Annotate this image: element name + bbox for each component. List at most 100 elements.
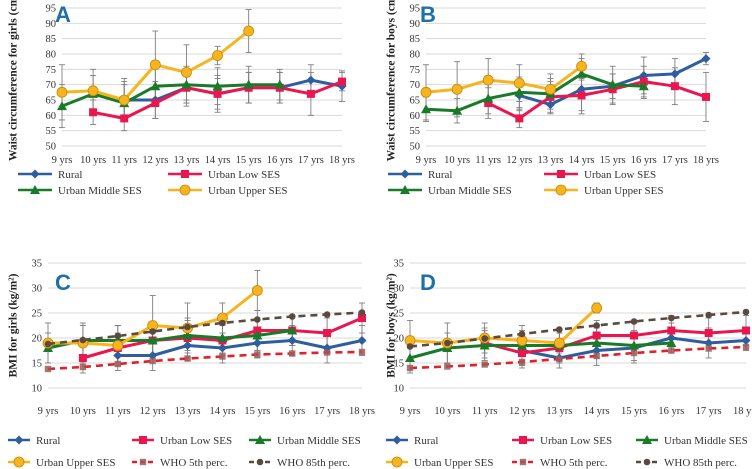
x-tick-label: 13 yrs — [175, 406, 201, 417]
x-tick-label: 15 yrs — [236, 155, 262, 166]
data-point-rural — [148, 351, 158, 360]
legend: Rural Urban Low SES Urban Middle SES Urban … — [18, 169, 287, 197]
data-point-who85 — [219, 319, 226, 327]
data-point-middle — [405, 353, 415, 362]
legend-label-upper: Urban Upper SES — [208, 185, 287, 197]
series-line-low — [484, 329, 747, 355]
legend-label-low: Urban Low SES — [208, 169, 280, 181]
data-point-rural — [217, 343, 227, 353]
data-point-who85 — [705, 311, 712, 319]
x-tick-label: 14 yrs — [584, 406, 610, 417]
data-point-who5 — [358, 348, 366, 356]
data-point-low — [702, 92, 710, 101]
x-tick-label: 9 yrs — [38, 406, 59, 417]
y-tick-label: 10 — [394, 384, 405, 395]
data-point-middle — [287, 325, 298, 335]
x-tick-label: 10 yrs — [444, 155, 470, 166]
data-point-middle — [57, 101, 67, 111]
y-tick-label: 20 — [394, 334, 405, 345]
data-point-who85 — [184, 323, 191, 331]
y-tick-label: 75 — [46, 65, 57, 76]
panel-a: 50 55 60 65 70 75 80 85 90 95 9 yrs 10 yrs 11 yrs 12 … — [8, 0, 355, 197]
data-point-middle — [217, 333, 228, 342]
data-point-who5 — [630, 349, 638, 357]
data-point-middle — [629, 340, 639, 350]
y-tick-label: 20 — [32, 334, 43, 345]
data-point-low — [592, 331, 601, 340]
legend-marker-middle — [255, 435, 265, 444]
data-point-low — [151, 99, 160, 108]
data-point-middle — [576, 68, 587, 78]
legend: Rural Urban Low SES Urban Middle SES Urban … — [8, 435, 361, 469]
data-point-who85 — [630, 318, 638, 325]
data-point-middle — [591, 338, 602, 347]
data-point-who85 — [668, 314, 675, 322]
data-point-upper — [118, 94, 130, 106]
data-point-middle — [483, 93, 494, 103]
data-point-upper — [482, 74, 494, 86]
legend-label-rural: Rural — [428, 169, 452, 181]
data-point-middle — [421, 104, 431, 114]
legend-label-middle: Urban Middle SES — [428, 185, 512, 197]
y-tick-label: 90 — [46, 19, 57, 30]
y-tick-label: 80 — [410, 50, 421, 61]
data-point-middle — [638, 81, 649, 91]
data-point-who85 — [79, 336, 87, 344]
series-line-who85 — [409, 310, 747, 348]
y-tick-label: 15 — [394, 359, 405, 370]
x-tick-label: 16 yrs — [267, 155, 293, 166]
series-line-middle — [409, 341, 672, 360]
x-tick-label: 17 yrs — [696, 406, 722, 417]
data-point-low — [78, 354, 87, 362]
x-tick-label: 11 yrs — [475, 155, 501, 166]
y-tick-label: 15 — [32, 359, 43, 370]
y-tick-label: 65 — [410, 96, 421, 107]
data-point-upper — [212, 50, 223, 61]
x-tick-label: 12 yrs — [142, 155, 168, 166]
x-tick-label: 16 yrs — [631, 155, 657, 166]
legend-label-rural: Rural — [36, 435, 60, 447]
legend-marker-rural — [400, 169, 410, 179]
x-tick-label: 14 yrs — [569, 155, 595, 166]
x-tick-label: 11 yrs — [472, 406, 498, 417]
data-point-middle — [514, 87, 525, 97]
legend-label-rural: Rural — [414, 435, 438, 447]
y-tick-label: 55 — [46, 126, 57, 137]
data-point-low — [120, 114, 129, 123]
series-line-upper — [409, 306, 598, 345]
data-point-middle — [479, 340, 490, 350]
y-tick-label: 25 — [394, 309, 405, 320]
data-point-who5 — [254, 351, 261, 358]
panel-letter: A — [55, 2, 71, 27]
data-point-who85 — [114, 332, 122, 340]
data-point-rural — [287, 336, 297, 345]
y-tick-label: 85 — [410, 34, 421, 45]
x-tick-label: 18 yrs — [349, 406, 375, 417]
data-point-middle — [181, 79, 192, 89]
legend-label-who85: WHO 85th perc. — [664, 457, 737, 469]
data-point-who5 — [406, 364, 414, 372]
legend-label-who5: WHO 5th perc. — [160, 457, 228, 469]
data-point-middle — [182, 330, 193, 340]
data-point-low — [518, 349, 526, 357]
data-point-low — [323, 329, 332, 337]
legend-marker-who5 — [519, 458, 527, 466]
y-tick-label: 95 — [46, 4, 57, 15]
data-point-middle — [274, 79, 285, 89]
data-point-low — [667, 326, 676, 335]
data-point-low — [253, 326, 262, 335]
data-point-low — [484, 99, 493, 108]
data-point-who85 — [518, 330, 526, 338]
y-axis-label: BMI for boys (kg/m²) — [386, 273, 398, 378]
data-point-upper — [420, 86, 432, 98]
y-tick-label: 55 — [410, 126, 421, 137]
data-point-rural — [741, 336, 751, 345]
x-tick-label: 15 yrs — [621, 406, 647, 417]
legend-marker-rural — [30, 169, 40, 179]
panel-c: 10 15 20 25 30 35 9 yrs 10 yrs 11 yrs 12 yrs 13 yr… — [8, 259, 375, 469]
legend-label-low: Urban Low SES — [540, 435, 612, 447]
data-point-upper — [451, 83, 463, 95]
legend-marker-middle — [30, 185, 40, 194]
legend-marker-who85 — [256, 458, 264, 466]
data-point-upper — [576, 60, 587, 72]
